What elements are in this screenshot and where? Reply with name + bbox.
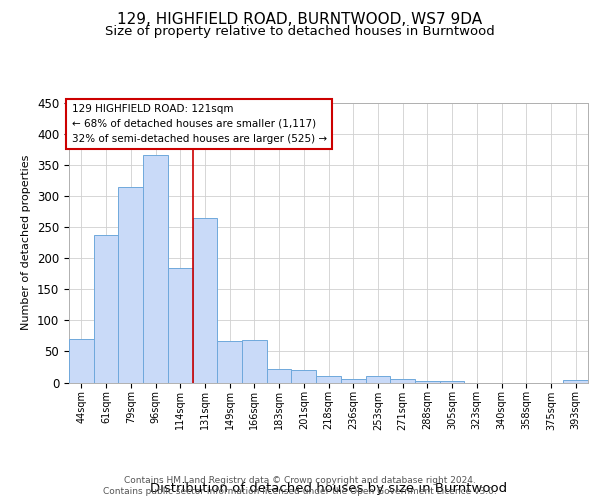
Text: Size of property relative to detached houses in Burntwood: Size of property relative to detached ho…: [105, 24, 495, 38]
Bar: [316, 376, 341, 382]
Bar: [242, 340, 267, 382]
Bar: [168, 268, 193, 382]
X-axis label: Distribution of detached houses by size in Burntwood: Distribution of detached houses by size …: [150, 482, 507, 496]
Bar: [341, 379, 365, 382]
Text: 129 HIGHFIELD ROAD: 121sqm
← 68% of detached houses are smaller (1,117)
32% of s: 129 HIGHFIELD ROAD: 121sqm ← 68% of deta…: [71, 104, 327, 144]
Bar: [217, 341, 242, 382]
Bar: [440, 380, 464, 382]
Bar: [94, 235, 118, 382]
Text: Contains HM Land Registry data © Crown copyright and database right 2024.: Contains HM Land Registry data © Crown c…: [124, 476, 476, 485]
Bar: [390, 380, 415, 382]
Bar: [415, 380, 440, 382]
Bar: [193, 218, 217, 382]
Text: Contains public sector information licensed under the Open Government Licence v3: Contains public sector information licen…: [103, 488, 497, 496]
Bar: [267, 369, 292, 382]
Bar: [69, 339, 94, 382]
Bar: [143, 156, 168, 382]
Bar: [563, 380, 588, 382]
Bar: [365, 376, 390, 382]
Bar: [118, 186, 143, 382]
Y-axis label: Number of detached properties: Number of detached properties: [22, 155, 31, 330]
Text: 129, HIGHFIELD ROAD, BURNTWOOD, WS7 9DA: 129, HIGHFIELD ROAD, BURNTWOOD, WS7 9DA: [118, 12, 482, 28]
Bar: [292, 370, 316, 382]
